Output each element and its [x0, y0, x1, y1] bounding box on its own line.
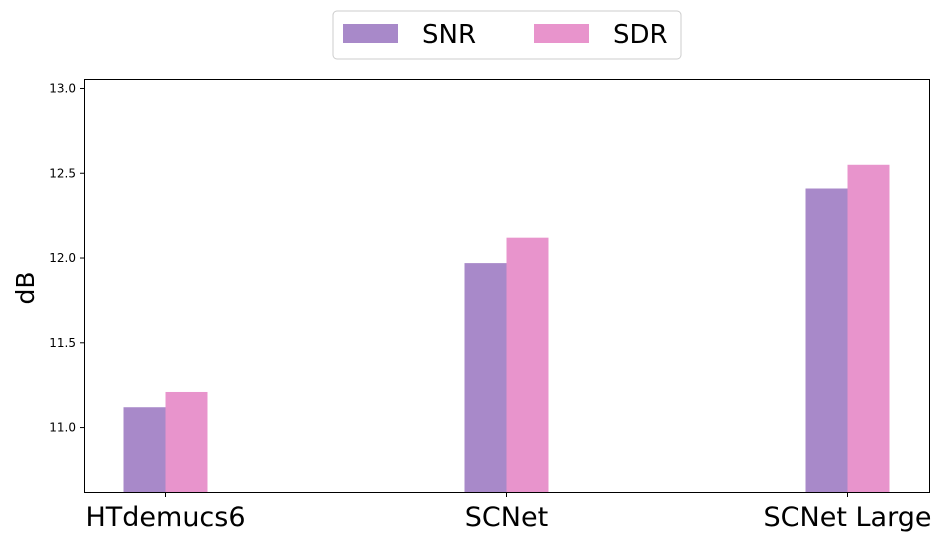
x-tick-label: HTdemucs6	[85, 502, 245, 533]
bar-snr-scnet	[464, 263, 507, 492]
y-tick-label: 11.0	[49, 421, 76, 435]
x-tick-label: SCNet Large	[764, 502, 932, 533]
bar-snr-scnet-large	[805, 188, 848, 492]
x-tick-label: SCNet	[465, 502, 548, 533]
y-axis: 11.0 11.5 12.0 12.5 13.0	[49, 81, 85, 435]
legend-swatch-sdr	[534, 24, 589, 43]
legend-label-snr: SNR	[422, 20, 476, 50]
legend-swatch-snr	[343, 24, 398, 43]
bars-layer	[123, 164, 890, 492]
y-tick-label: 12.5	[49, 166, 76, 180]
legend-label-sdr: SDR	[613, 20, 668, 50]
y-tick-label: 11.5	[49, 336, 76, 350]
bar-sdr-scnet	[506, 237, 549, 492]
bar-sdr-scnet-large	[847, 164, 890, 492]
x-axis: HTdemucs6 SCNet SCNet Large	[85, 492, 931, 533]
bar-sdr-htdemucs6	[165, 391, 208, 492]
y-tick-label: 13.0	[49, 81, 76, 95]
y-tick-label: 12.0	[49, 251, 76, 265]
bar-snr-htdemucs6	[123, 407, 166, 492]
legend: SNR SDR	[332, 10, 682, 60]
y-axis-title: dB	[11, 271, 40, 304]
legend-frame	[332, 10, 682, 60]
